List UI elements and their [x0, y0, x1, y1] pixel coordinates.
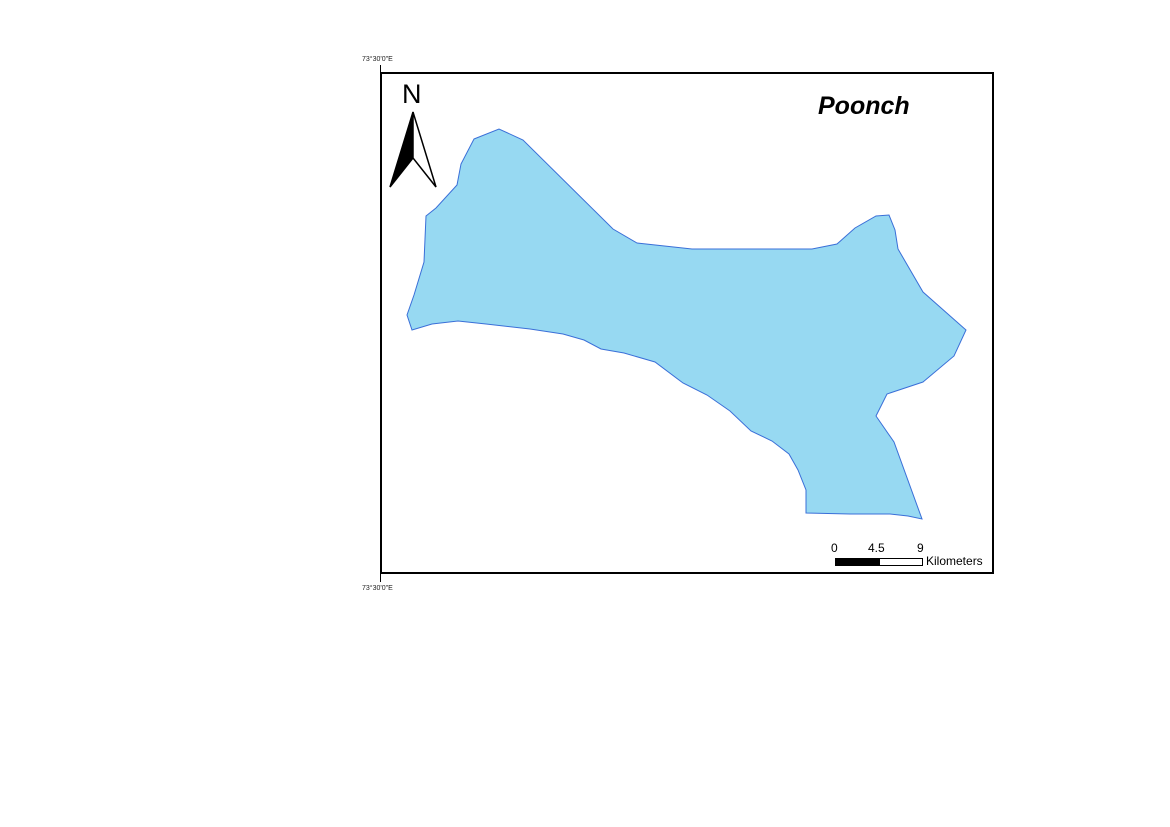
north-arrow-icon: [389, 111, 437, 188]
scale-bar-label-start: 0: [831, 541, 838, 555]
longitude-label-top: 73°30'0"E: [362, 56, 393, 63]
scale-bar-unit: Kilometers: [926, 554, 983, 568]
north-label: N: [402, 79, 422, 109]
scale-bar-label-mid: 4.5: [868, 541, 885, 555]
scale-bar: [835, 558, 923, 566]
scale-bar-segment-dark: [835, 558, 880, 566]
graticule-tick-top: [380, 65, 381, 73]
poonch-district-polygon[interactable]: [406, 128, 967, 520]
graticule-tick-bottom: [380, 574, 381, 582]
scale-bar-label-end: 9: [917, 541, 924, 555]
scale-bar-segment-light: [879, 558, 923, 566]
longitude-label-bottom: 73°30'0"E: [362, 585, 393, 592]
map-title: Poonch: [818, 92, 910, 120]
